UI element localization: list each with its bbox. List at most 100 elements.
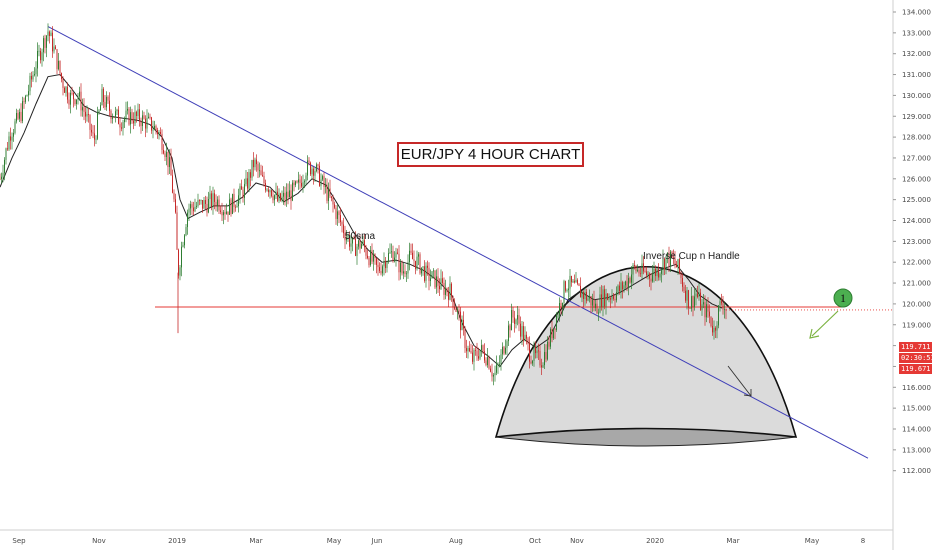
- candle-body: [512, 310, 514, 318]
- candle-body: [221, 212, 223, 216]
- candle-body: [314, 171, 316, 176]
- candle-body: [536, 350, 538, 354]
- candle-body: [122, 122, 124, 129]
- candle-body: [79, 91, 80, 97]
- candle-body: [403, 271, 404, 274]
- candle-body: [551, 329, 553, 339]
- candle-body: [218, 199, 220, 211]
- candle-body: [151, 117, 152, 131]
- candle-body: [271, 190, 272, 196]
- candle-body: [370, 250, 371, 266]
- candle-body: [325, 185, 326, 187]
- candle-body: [304, 181, 305, 183]
- candle-body: [166, 151, 167, 157]
- x-tick-label: 2019: [168, 537, 186, 545]
- candle-body: [407, 262, 409, 274]
- y-tick-label: 116.000: [902, 384, 931, 392]
- candle-body: [287, 191, 289, 198]
- candle-body: [70, 92, 71, 105]
- candle-body: [644, 271, 646, 273]
- candle-body: [715, 327, 716, 331]
- candle-body: [5, 148, 7, 160]
- down-arrow-head-icon: [743, 389, 752, 397]
- candle-body: [685, 290, 686, 301]
- candle-body: [724, 309, 725, 310]
- y-tick-label: 131.000: [902, 71, 931, 79]
- candle-body: [421, 267, 422, 274]
- candle-body: [154, 125, 155, 130]
- candle-body: [523, 326, 524, 341]
- candle-body: [410, 250, 412, 253]
- y-tick-label: 125.000: [902, 196, 931, 204]
- candle-body: [311, 168, 313, 175]
- candle-body: [479, 350, 481, 359]
- candle-body: [172, 175, 173, 193]
- candle-body: [259, 170, 260, 172]
- candle-body: [394, 257, 395, 262]
- candle-body: [349, 235, 350, 247]
- candle-body: [691, 296, 692, 309]
- candle-body: [506, 341, 508, 348]
- y-tick-label: 127.000: [902, 154, 931, 162]
- candle-body: [281, 196, 283, 201]
- candle-body: [20, 111, 22, 122]
- candle-body: [494, 372, 496, 376]
- candle-body: [478, 356, 479, 359]
- candle-body: [616, 292, 617, 301]
- candle-body: [445, 288, 446, 295]
- candle-body: [695, 293, 697, 297]
- candle-body: [74, 99, 76, 105]
- candle-body: [719, 301, 721, 306]
- candle-body: [371, 250, 373, 262]
- candle-body: [367, 255, 368, 259]
- candle-body: [650, 278, 652, 282]
- candle-body: [560, 303, 562, 308]
- candle-body: [529, 343, 530, 362]
- candle-body: [707, 304, 709, 312]
- candle-body: [457, 309, 458, 312]
- candle-body: [527, 338, 529, 344]
- x-tick-label: Oct: [529, 537, 541, 545]
- candle-body: [692, 296, 694, 308]
- candle-body: [40, 50, 41, 61]
- candle-body: [427, 265, 428, 268]
- candle-body: [680, 272, 682, 279]
- candle-body: [110, 110, 112, 119]
- candle-body: [605, 293, 607, 307]
- candle-body: [473, 349, 475, 362]
- candle-body: [443, 282, 445, 295]
- y-tick-label: 123.000: [902, 238, 931, 246]
- candle-body: [673, 257, 674, 259]
- candle-body: [275, 191, 277, 196]
- candle-body: [10, 136, 11, 141]
- candle-body: [26, 95, 28, 97]
- candle-body: [62, 79, 64, 88]
- candle-body: [65, 86, 67, 93]
- candle-body: [266, 189, 268, 191]
- candle-body: [413, 259, 415, 261]
- candle-body: [709, 311, 710, 317]
- candle-body: [97, 112, 98, 139]
- candle-body: [22, 101, 23, 122]
- candle-body: [68, 99, 70, 105]
- candle-body: [634, 264, 635, 267]
- candle-body: [385, 260, 386, 269]
- candle-body: [553, 328, 554, 339]
- candle-body: [697, 293, 698, 297]
- candle-body: [629, 278, 631, 283]
- candle-body: [566, 290, 568, 291]
- candle-body: [694, 296, 695, 308]
- candle-body: [299, 179, 301, 183]
- cup-dome: [494, 265, 798, 438]
- candle-body: [86, 113, 88, 117]
- candle-body: [50, 32, 52, 37]
- candle-body: [653, 268, 655, 275]
- candle-body: [700, 292, 701, 311]
- candle-body: [430, 278, 431, 281]
- candle-body: [550, 329, 551, 347]
- candle-body: [344, 233, 346, 241]
- candle-body: [310, 162, 311, 175]
- candle-body: [602, 289, 604, 308]
- candle-body: [269, 190, 271, 193]
- candle-body: [472, 352, 473, 362]
